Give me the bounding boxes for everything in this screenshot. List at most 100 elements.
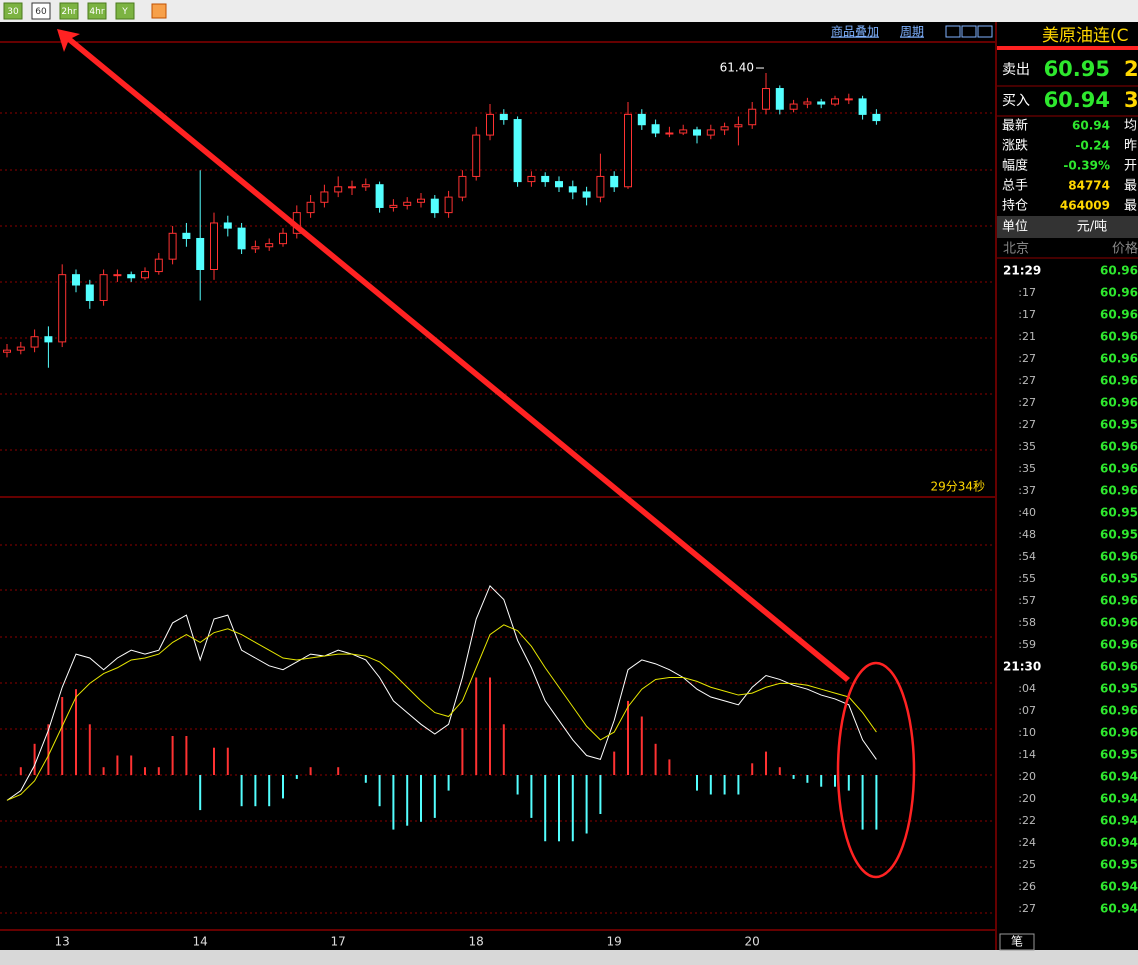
trade-price: 60.96 <box>1100 330 1138 344</box>
candle-body <box>734 124 743 128</box>
trade-time: :20 <box>1018 770 1036 783</box>
tab-label[interactable]: 笔 <box>1011 934 1023 949</box>
trades-header: 价格 <box>1112 241 1138 257</box>
candle-body <box>417 198 425 203</box>
x-tick-label: 14 <box>193 935 208 949</box>
period-link[interactable]: 周期 <box>900 25 924 39</box>
trade-time: :57 <box>1018 594 1036 607</box>
toolbar-button-label: 2hr <box>61 7 76 17</box>
trade-price: 60.94 <box>1100 836 1138 850</box>
x-tick-label: 13 <box>55 935 70 949</box>
toolbar-button[interactable] <box>31 2 51 20</box>
candle-body <box>223 222 232 229</box>
unit-value: 元/吨 <box>1077 220 1107 235</box>
candle-body <box>486 113 494 136</box>
overlay-link[interactable]: 商品叠加 <box>831 24 879 39</box>
candle-body <box>348 186 356 189</box>
candle-body <box>858 98 867 115</box>
x-tick-label: 18 <box>469 935 484 949</box>
status-bar <box>0 950 1138 965</box>
candle-body <box>444 196 453 214</box>
annotation-ellipse <box>836 661 916 879</box>
trade-time: :35 <box>1018 462 1036 475</box>
trade-price: 60.94 <box>1100 880 1138 894</box>
candle-body <box>30 336 39 348</box>
trade-price: 60.96 <box>1100 594 1138 608</box>
trade-time: :21 <box>1018 330 1036 343</box>
candle-body <box>472 134 481 177</box>
candle-body <box>265 243 274 248</box>
trade-price: 60.96 <box>1100 638 1138 652</box>
calendar-button[interactable] <box>151 3 167 19</box>
trade-price: 60.96 <box>1100 374 1138 388</box>
trade-price: 60.95 <box>1100 858 1138 872</box>
trade-price: 60.94 <box>1100 770 1138 784</box>
toolbar-buttons: 30 60 2hr 4hr Y <box>3 2 135 20</box>
trade-time: :20 <box>1018 792 1036 805</box>
countdown: 29分34秒 <box>930 480 985 494</box>
trade-time: :35 <box>1018 440 1036 453</box>
stat-label: 涨跌 <box>1002 138 1028 154</box>
quote-panel: 美原油连(C 卖出 60.95 27 买入 60.94 37 最新 60.94 均涨跌 -0.24 昨… <box>997 26 1138 951</box>
trade-price: 60.96 <box>1100 484 1138 498</box>
trade-time: 21:30 <box>1003 660 1041 674</box>
candle-body <box>720 126 729 131</box>
quote-title: 美原油连(C <box>1042 26 1129 46</box>
toolbar-button[interactable] <box>87 2 107 20</box>
stat-value: -0.39% <box>1063 159 1110 173</box>
trade-price: 60.94 <box>1100 792 1138 806</box>
x-tick-label: 17 <box>331 935 346 949</box>
trade-time: 21:29 <box>1003 264 1041 278</box>
stat-value: -0.24 <box>1075 139 1110 153</box>
candle-body <box>113 274 122 277</box>
candle-body <box>775 88 784 110</box>
candle-body <box>127 274 136 279</box>
trade-price: 60.96 <box>1100 396 1138 410</box>
candle-body <box>568 186 577 193</box>
candle-body <box>375 184 384 208</box>
candle-body <box>251 246 260 250</box>
candle-body <box>279 232 287 245</box>
trade-time: :22 <box>1018 814 1036 827</box>
candle-body <box>582 191 591 198</box>
trade-price: 60.96 <box>1100 462 1138 476</box>
trade-price: 60.96 <box>1100 352 1138 366</box>
candle-body <box>306 201 315 214</box>
trade-price: 60.96 <box>1100 308 1138 322</box>
trades-header: 北京 <box>1003 242 1029 257</box>
candle-body <box>706 129 715 136</box>
toolbar-button[interactable] <box>115 2 135 20</box>
trade-time: :54 <box>1018 550 1036 563</box>
trade-time: :24 <box>1018 836 1036 849</box>
candle-body <box>154 258 163 273</box>
candle-body <box>403 201 412 206</box>
candle-body <box>237 227 246 250</box>
trade-time: :59 <box>1018 638 1036 651</box>
candle-body <box>168 232 177 260</box>
trade-time: :07 <box>1018 704 1036 717</box>
bid-volume: 37 <box>1124 88 1138 112</box>
candle-body <box>872 113 881 122</box>
candle-body <box>320 191 329 203</box>
candle-body <box>99 274 108 302</box>
candle-body <box>844 98 853 101</box>
x-tick-label: 19 <box>607 935 622 949</box>
candle-body <box>72 274 80 286</box>
candle-body <box>458 175 467 198</box>
candle-body <box>555 181 563 188</box>
candle-body <box>361 184 370 188</box>
candle-body <box>527 175 536 183</box>
toolbar-button[interactable] <box>59 2 79 20</box>
candle-body <box>3 349 11 353</box>
candle-body <box>624 113 632 188</box>
stat-next-label: 最 <box>1124 179 1137 194</box>
annotation-arrow <box>57 29 850 682</box>
candle-body <box>748 108 757 126</box>
candle-body <box>513 119 522 183</box>
trade-price: 60.95 <box>1100 748 1138 762</box>
toolbar-button[interactable] <box>3 2 23 20</box>
candle-body <box>499 113 508 121</box>
trade-price: 60.95 <box>1100 682 1138 696</box>
stat-value: 60.94 <box>1072 119 1110 133</box>
